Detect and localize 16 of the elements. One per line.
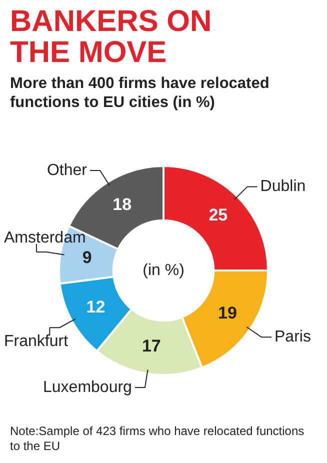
chart-title: BANKERS ON THE MOVE (10, 5, 213, 69)
slice-label: Amsterdam (4, 229, 86, 246)
text: Note:Sample of 423 firms who have relocated functions to the EU (10, 424, 306, 454)
slice-label: Paris (274, 328, 311, 346)
slice-label: Luxembourg (43, 378, 132, 396)
slice-label: Other (46, 162, 88, 179)
chart-subtitle: More than 400 firms have relocated functions to EU cities (in %) (10, 74, 270, 112)
data-label: 25 (208, 206, 228, 225)
data-label: 18 (112, 194, 132, 214)
data-label: 19 (218, 304, 237, 323)
data-label: 9 (82, 248, 92, 268)
data-label: 17 (142, 336, 161, 356)
slice-label: Frankfurt (4, 332, 69, 350)
text: (in %) (142, 262, 184, 279)
slice-label: Dublin (260, 178, 306, 196)
data-label: 12 (86, 297, 106, 316)
